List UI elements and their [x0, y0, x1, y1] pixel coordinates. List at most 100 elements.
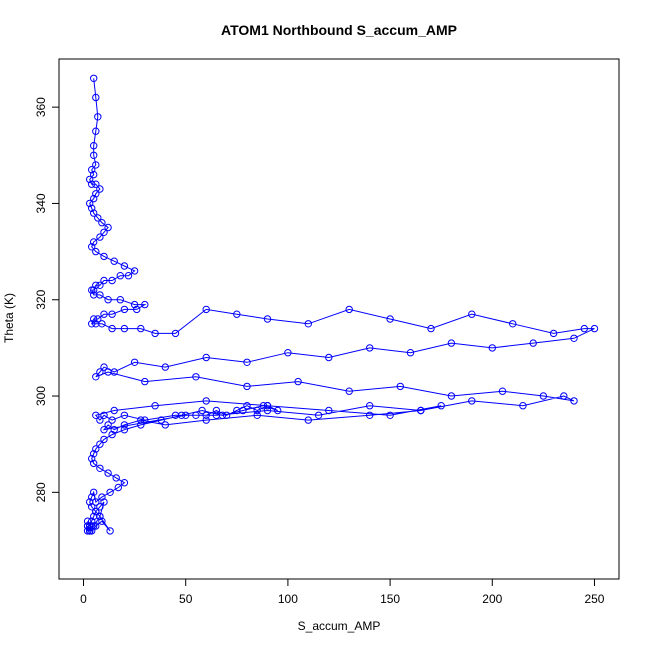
data-point: [580, 324, 588, 333]
data-point: [468, 397, 476, 405]
data-point: [130, 358, 139, 366]
data-point: [90, 209, 98, 217]
data-point: [100, 363, 108, 371]
y-tick-label: 340: [34, 193, 48, 213]
data-point: [96, 416, 104, 424]
y-axis-label: Theta (K): [2, 293, 16, 343]
data-point: [98, 517, 106, 525]
data-point: [104, 223, 112, 232]
data-series: [83, 74, 599, 535]
data-point: [110, 257, 118, 265]
data-point: [386, 411, 394, 419]
data-point: [259, 402, 268, 410]
data-point: [98, 493, 106, 501]
data-point: [100, 426, 108, 434]
data-point: [108, 416, 116, 424]
data-point: [386, 315, 394, 323]
data-point: [314, 411, 323, 419]
data-point: [570, 397, 578, 405]
data-point: [92, 281, 100, 289]
y-tick-label: 360: [34, 97, 48, 117]
data-point: [519, 402, 527, 410]
data-point: [539, 392, 548, 400]
data-point: [90, 170, 98, 179]
data-point: [110, 426, 118, 434]
data-point: [202, 353, 210, 362]
data-point: [98, 320, 106, 328]
data-point: [447, 339, 456, 347]
data-point: [90, 151, 98, 160]
data-point: [192, 411, 200, 419]
data-point: [100, 310, 108, 318]
data-point: [274, 406, 282, 415]
data-point: [396, 382, 404, 391]
y-axis: 280 300 320 340 360: [34, 97, 59, 502]
data-point: [100, 498, 108, 506]
data-point: [90, 315, 98, 323]
data-point: [161, 363, 170, 371]
data-point: [94, 113, 102, 121]
data-point: [90, 286, 98, 294]
data-point: [104, 368, 112, 376]
data-point: [137, 421, 145, 429]
x-tick-label: 200: [482, 592, 502, 606]
x-axis-label: S_accum_AMP: [298, 619, 381, 633]
data-point: [83, 517, 92, 525]
data-point: [108, 310, 116, 318]
data-point: [108, 276, 116, 285]
data-point: [120, 305, 129, 314]
data-point: [83, 527, 92, 535]
data-point: [98, 219, 106, 227]
data-point: [92, 373, 100, 381]
data-point: [106, 488, 114, 496]
data-point: [263, 402, 272, 410]
data-point: [498, 387, 507, 395]
data-point: [141, 416, 149, 424]
data-point: [202, 411, 210, 419]
data-point: [92, 161, 100, 169]
data-point: [94, 214, 102, 222]
data-point: [88, 503, 96, 511]
data-point: [243, 402, 251, 410]
data-point: [96, 464, 104, 472]
data-point: [202, 416, 210, 424]
data-point: [243, 382, 251, 391]
data-point: [529, 339, 537, 347]
data-point: [366, 402, 374, 410]
data-point: [437, 402, 445, 410]
data-point: [96, 512, 104, 521]
data-point: [116, 296, 125, 304]
data-point: [86, 199, 94, 208]
data-point: [92, 180, 100, 188]
data-point: [112, 474, 120, 482]
data-point: [96, 440, 104, 448]
data-point: [590, 324, 599, 333]
data-point: [86, 527, 94, 535]
data-point: [549, 329, 558, 338]
data-point: [171, 329, 180, 338]
data-point: [141, 377, 149, 386]
data-point: [133, 305, 141, 314]
data-point: [114, 483, 123, 492]
data-point: [88, 243, 96, 251]
data-point: [218, 411, 227, 419]
data-point: [239, 406, 247, 415]
data-point: [177, 411, 186, 419]
data-point: [212, 406, 221, 415]
data-point: [88, 286, 96, 294]
data-point: [560, 392, 568, 400]
data-point: [92, 127, 100, 135]
data-point: [90, 459, 98, 468]
data-point: [120, 426, 129, 434]
y-tick-label: 300: [34, 386, 48, 406]
data-point: [151, 329, 159, 338]
data-point: [366, 344, 374, 352]
y-tick-label: 280: [34, 482, 48, 502]
series-line: [87, 78, 595, 532]
data-point: [263, 406, 272, 415]
data-point: [198, 406, 206, 415]
data-point: [137, 416, 145, 424]
data-point: [88, 166, 96, 174]
